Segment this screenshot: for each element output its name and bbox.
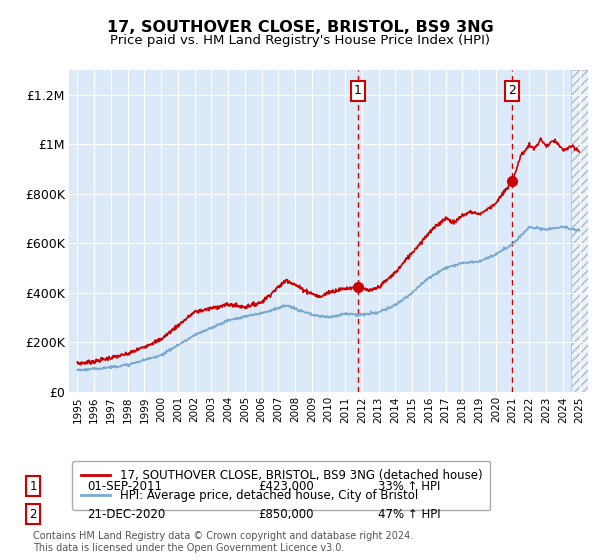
Text: 2: 2 [29,507,37,521]
Text: 21-DEC-2020: 21-DEC-2020 [87,507,165,521]
Text: 17, SOUTHOVER CLOSE, BRISTOL, BS9 3NG: 17, SOUTHOVER CLOSE, BRISTOL, BS9 3NG [107,20,493,35]
Bar [571,70,588,392]
Text: Price paid vs. HM Land Registry's House Price Index (HPI): Price paid vs. HM Land Registry's House … [110,34,490,46]
Text: 1: 1 [354,85,362,97]
Text: £423,000: £423,000 [258,479,314,493]
Legend: 17, SOUTHOVER CLOSE, BRISTOL, BS9 3NG (detached house), HPI: Average price, deta: 17, SOUTHOVER CLOSE, BRISTOL, BS9 3NG (d… [73,461,490,510]
Text: 2: 2 [508,85,516,97]
Text: 33% ↑ HPI: 33% ↑ HPI [378,479,440,493]
Text: Contains HM Land Registry data © Crown copyright and database right 2024.
This d: Contains HM Land Registry data © Crown c… [33,531,413,553]
Bar [571,70,588,392]
Text: 47% ↑ HPI: 47% ↑ HPI [378,507,440,521]
Text: £850,000: £850,000 [258,507,314,521]
Text: 01-SEP-2011: 01-SEP-2011 [87,479,162,493]
Text: 1: 1 [29,479,37,493]
